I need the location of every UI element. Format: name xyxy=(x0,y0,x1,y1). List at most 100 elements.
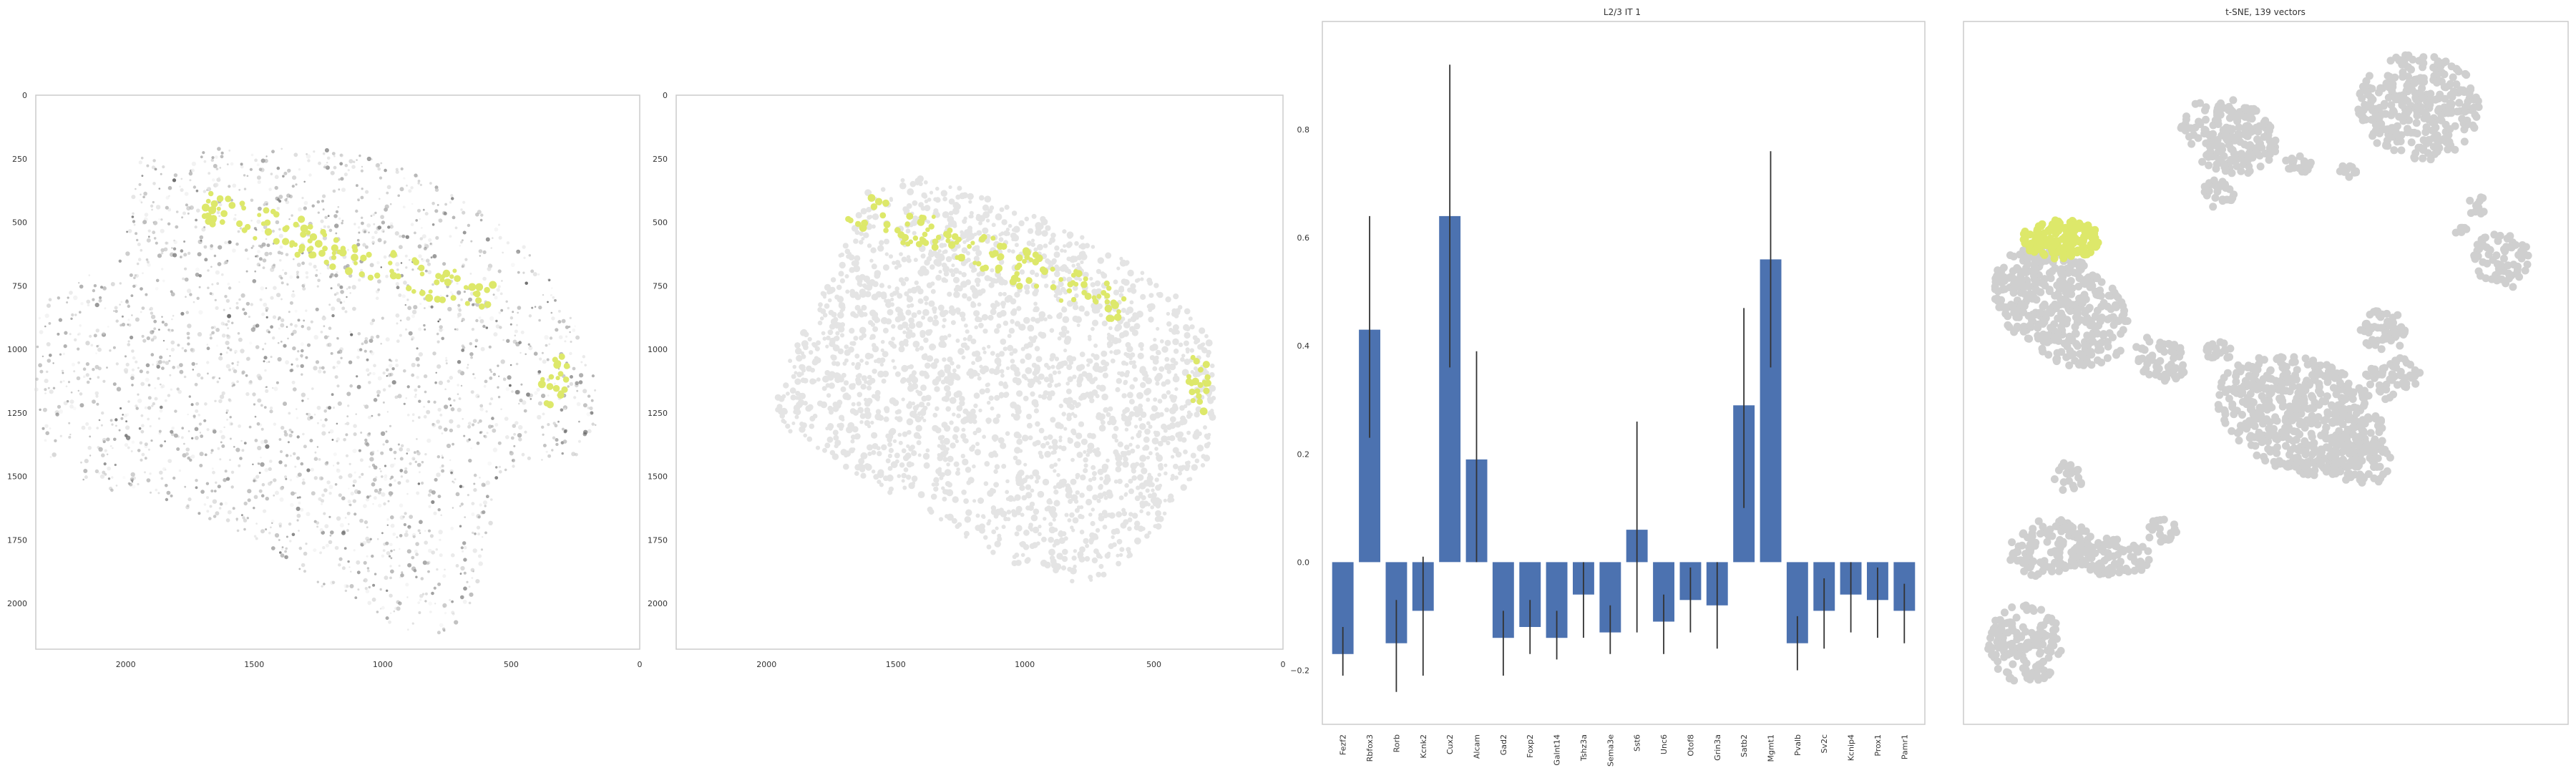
tissue-cell xyxy=(276,207,280,210)
tissue-cell xyxy=(1156,326,1160,331)
tissue-cell xyxy=(1145,488,1150,493)
tissue-cell xyxy=(1038,450,1043,455)
tissue-cell xyxy=(1076,452,1083,458)
tissue-cell xyxy=(900,178,905,183)
tissue-cell xyxy=(434,603,436,605)
tissue-cell xyxy=(1169,435,1176,442)
tissue-cell xyxy=(165,361,170,365)
tissue-cell xyxy=(290,323,293,326)
tissue-cell xyxy=(428,601,432,606)
tissue-cell xyxy=(386,191,389,195)
tissue-cell xyxy=(300,342,304,346)
tissue-cell xyxy=(912,200,918,206)
tissue-cell xyxy=(894,286,899,291)
tissue-cell xyxy=(1087,442,1095,450)
highlighted-cell xyxy=(239,200,245,207)
tissue-cell xyxy=(344,163,348,167)
tissue-cell xyxy=(211,283,214,286)
tissue-cell xyxy=(89,377,92,380)
tissue-cell xyxy=(253,403,256,406)
tissue-cell xyxy=(1054,245,1060,251)
tissue-cell xyxy=(134,283,137,287)
tissue-cell xyxy=(155,287,159,291)
tissue-cell xyxy=(1023,529,1030,536)
tissue-cell xyxy=(399,187,404,192)
tissue-cell xyxy=(173,239,175,242)
tissue-cell xyxy=(871,263,877,270)
tissue-cell xyxy=(1013,413,1020,421)
tissue-cell xyxy=(319,528,323,533)
highlighted-cell xyxy=(300,224,308,233)
tissue-cell xyxy=(490,371,493,373)
tissue-cell xyxy=(428,238,432,242)
tissue-cell xyxy=(1013,455,1018,461)
tissue-cell xyxy=(127,343,131,346)
tissue-cell xyxy=(921,315,926,320)
tissue-cell xyxy=(1080,253,1088,261)
tissue-cell xyxy=(303,551,308,556)
tissue-cell xyxy=(240,165,244,169)
tissue-cell xyxy=(183,253,187,257)
tissue-cell xyxy=(152,182,156,185)
tissue-cell xyxy=(990,406,995,411)
tissue-cell xyxy=(216,210,220,215)
tissue-cell xyxy=(906,258,912,263)
tissue-cell xyxy=(1123,492,1128,497)
tissue-cell xyxy=(362,243,366,247)
tissue-cell xyxy=(406,596,409,598)
tissue-cell xyxy=(92,399,96,404)
tissue-cell xyxy=(68,422,71,424)
tissue-cell xyxy=(491,424,494,428)
tissue-cell xyxy=(350,333,353,336)
tissue-cell xyxy=(412,535,416,538)
tissue-cell xyxy=(1006,517,1011,522)
tissue-cell xyxy=(371,597,376,602)
tissue-cell xyxy=(157,253,162,258)
tissue-cell xyxy=(979,195,985,201)
tissue-cell xyxy=(450,194,454,198)
tissue-cell xyxy=(333,155,336,157)
tissue-cell xyxy=(373,477,377,482)
tissue-cell xyxy=(552,296,555,299)
tissue-cell xyxy=(986,521,990,526)
tissue-cell xyxy=(125,425,130,430)
tissue-cell xyxy=(138,427,142,430)
tissue-cell xyxy=(106,437,110,442)
tissue-cell xyxy=(323,370,326,374)
tissue-cell xyxy=(947,334,952,338)
tissue-cell xyxy=(956,413,961,419)
tissue-cell xyxy=(1038,532,1042,537)
tissue-cell xyxy=(801,340,809,348)
tissue-cell xyxy=(191,168,195,172)
tissue-cell xyxy=(1104,553,1111,559)
tissue-cell xyxy=(405,328,408,331)
tissue-cell xyxy=(463,291,467,293)
tissue-cell xyxy=(225,409,229,412)
tissue-cell xyxy=(424,592,428,595)
tissue-cell xyxy=(306,154,311,159)
tissue-cell xyxy=(932,379,940,386)
tissue-cell xyxy=(1011,308,1018,313)
tissue-cell xyxy=(882,351,889,358)
tissue-cell xyxy=(415,542,419,546)
tissue-cell xyxy=(237,230,240,233)
tissue-cell xyxy=(999,207,1005,213)
tissue-cell xyxy=(198,286,201,288)
tissue-cell xyxy=(905,326,910,331)
tissue-cell xyxy=(1002,392,1009,399)
tissue-cell xyxy=(294,465,297,468)
tissue-cell xyxy=(313,264,317,269)
tissue-cell xyxy=(86,299,91,304)
tissue-cell xyxy=(1047,434,1053,440)
tissue-cell xyxy=(824,442,831,449)
tissue-cell xyxy=(432,254,437,258)
tissue-cell xyxy=(185,447,190,452)
tissue-cell xyxy=(1000,301,1006,307)
tissue-cell xyxy=(963,498,969,504)
tissue-cell xyxy=(49,354,52,357)
tissue-cell xyxy=(460,565,465,571)
tissue-cell xyxy=(1115,386,1121,393)
tissue-cell xyxy=(990,351,995,356)
tissue-cell xyxy=(899,314,906,321)
tissue-cell xyxy=(421,258,424,261)
